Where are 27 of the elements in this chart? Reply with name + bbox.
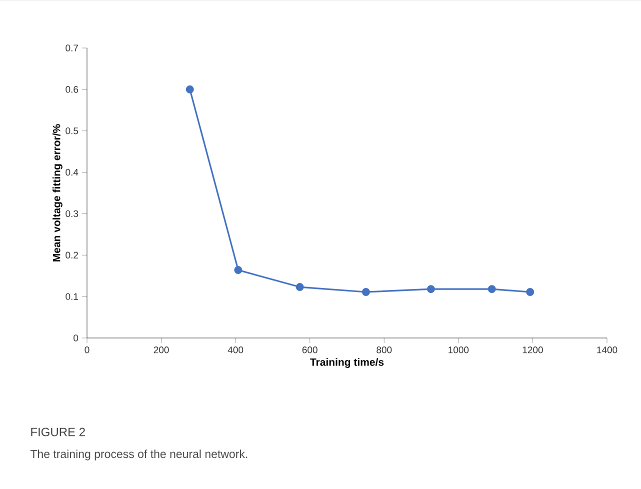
y-tick-label: 0.4 [66, 168, 78, 176]
text: The training process of the neural network. [30, 450, 248, 460]
point [234, 266, 242, 274]
x-tick-label: 0 [84, 346, 90, 354]
x-tick-label: 200 [154, 346, 169, 354]
x-tick-label: 1200 [522, 346, 543, 354]
caption: FIGURE 2 [31, 428, 85, 436]
y-tick-label: 0.2 [66, 252, 78, 258]
y-tick-label: 0.6 [66, 86, 78, 93]
point [488, 285, 496, 294]
y-tick-label: 0.3 [66, 210, 78, 218]
y-tick-label: 0.5 [66, 127, 78, 134]
point [526, 288, 534, 296]
point [296, 283, 304, 292]
x-tick-label: 1400 [597, 346, 618, 354]
y-tick-label: 0 [74, 334, 78, 342]
x-tick-label: 400 [228, 346, 244, 354]
x-axis-title: Training time/s [310, 358, 384, 368]
point [426, 285, 435, 294]
y-tick-label: 0.1 [66, 293, 78, 300]
y-tick-label: 0.7 [66, 44, 78, 52]
point [186, 85, 194, 94]
point [362, 288, 370, 296]
x-tick-label: 1000 [448, 346, 469, 354]
y-axis-title: Mean voltage fitting error/% [52, 124, 62, 262]
x-tick-label: 800 [376, 346, 392, 354]
x-tick-label: 600 [302, 346, 318, 354]
